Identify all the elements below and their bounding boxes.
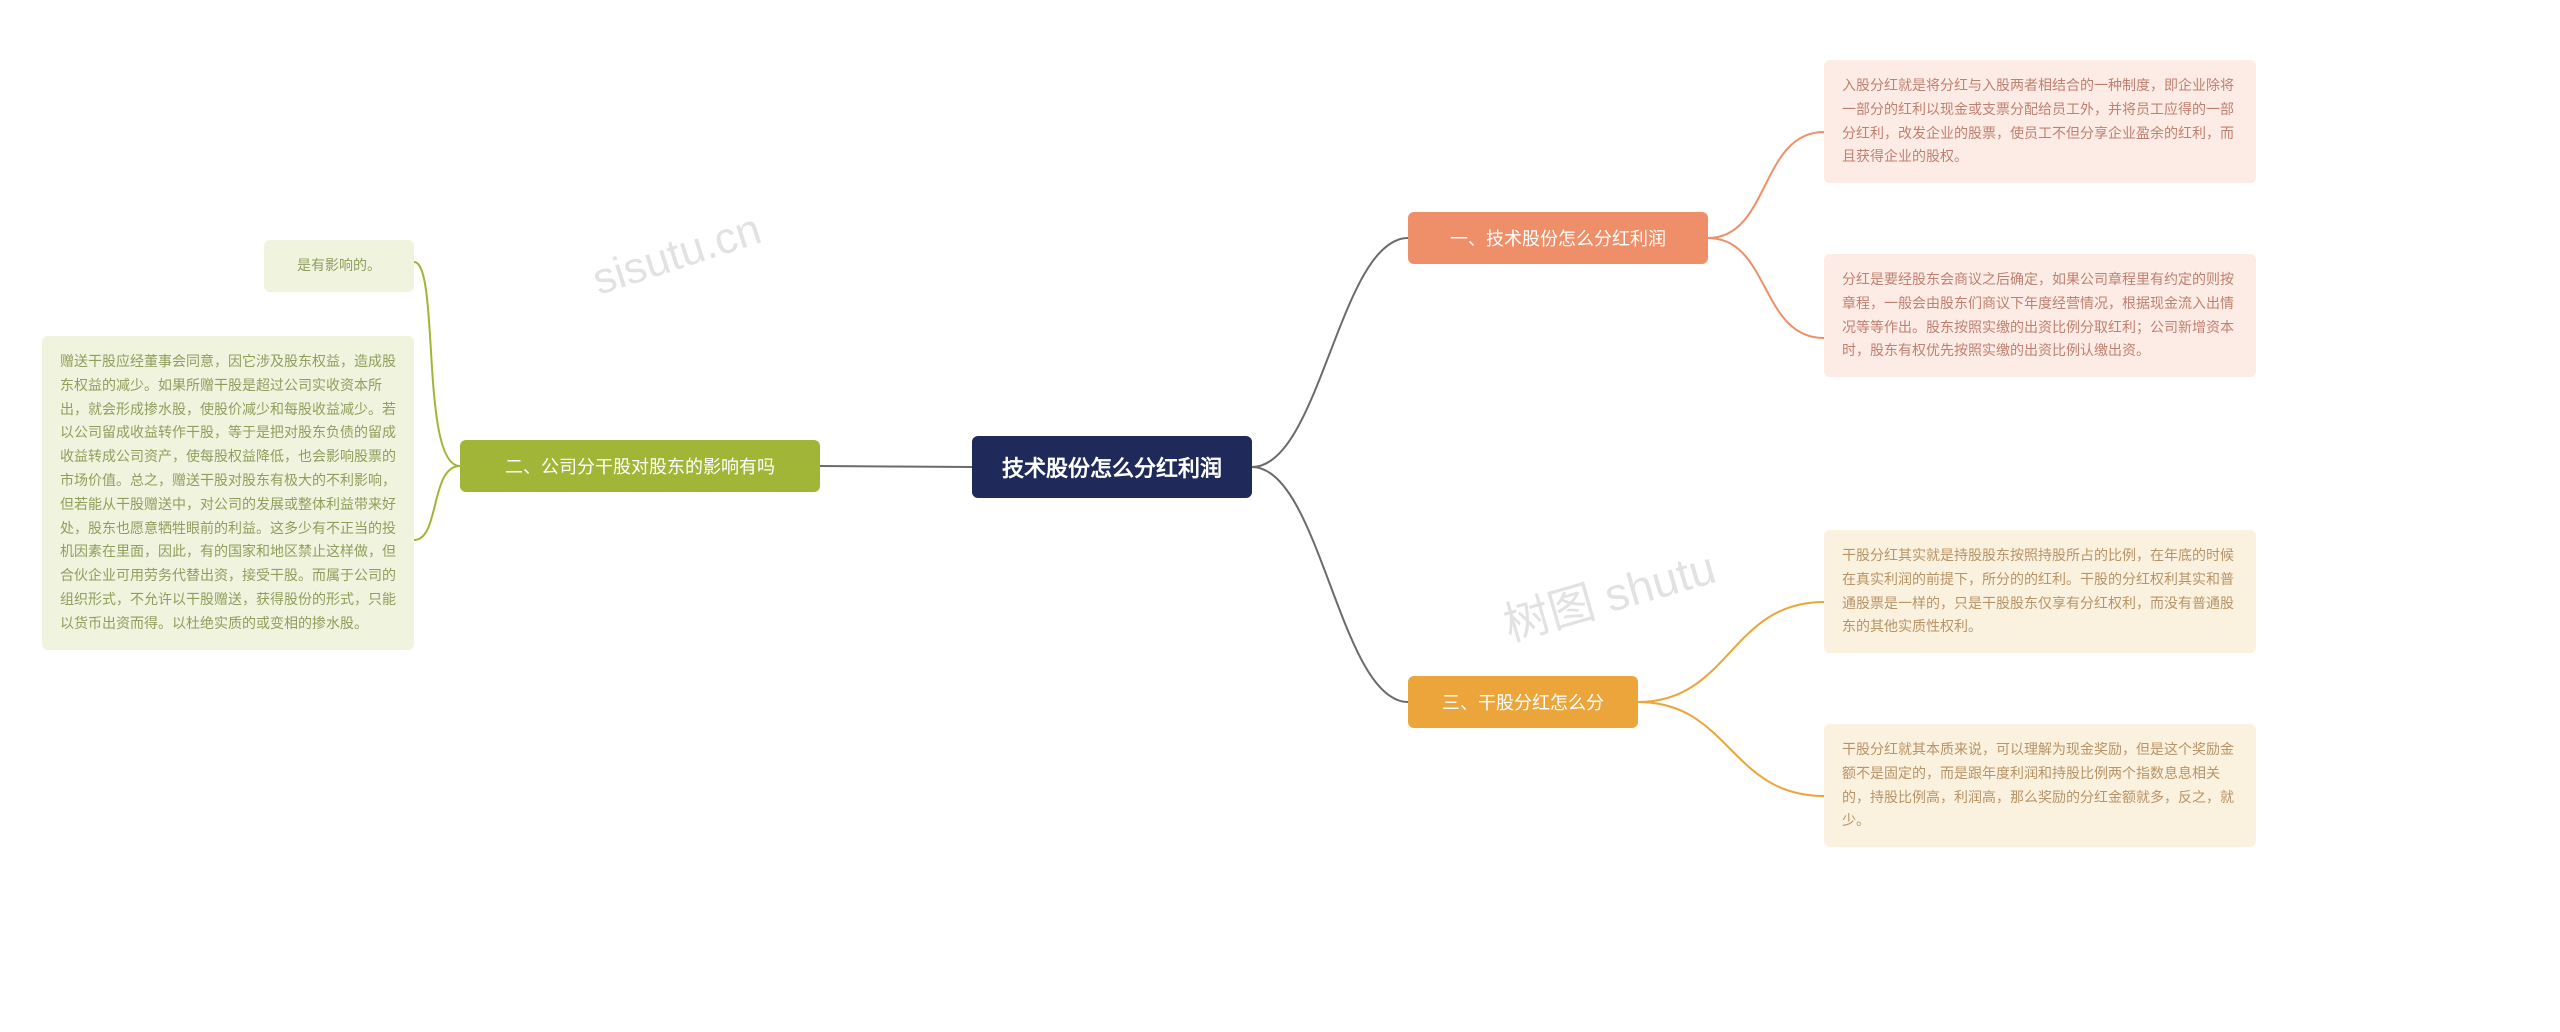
watermark-2: 树图 shutu xyxy=(1495,531,1722,654)
branch-1-leaf-1[interactable]: 入股分红就是将分红与入股两者相结合的一种制度，即企业除将一部分的红利以现金或支票… xyxy=(1824,60,2256,183)
branch-2[interactable]: 二、公司分干股对股东的影响有吗 xyxy=(460,440,820,492)
branch-2-leaf-2[interactable]: 赠送干股应经董事会同意，因它涉及股东权益，造成股东权益的减少。如果所赠干股是超过… xyxy=(42,336,414,650)
branch-3-leaf-2[interactable]: 干股分红就其本质来说，可以理解为现金奖励，但是这个奖励金额不是固定的，而是跟年度… xyxy=(1824,724,2256,847)
watermark-1: sisutu.cn xyxy=(587,204,768,305)
branch-1[interactable]: 一、技术股份怎么分红利润 xyxy=(1408,212,1708,264)
mindmap-root[interactable]: 技术股份怎么分红利润 xyxy=(972,436,1252,498)
branch-3[interactable]: 三、干股分红怎么分 xyxy=(1408,676,1638,728)
branch-3-leaf-1[interactable]: 干股分红其实就是持股股东按照持股所占的比例，在年底的时候在真实利润的前提下，所分… xyxy=(1824,530,2256,653)
branch-2-leaf-1[interactable]: 是有影响的。 xyxy=(264,240,414,292)
branch-1-leaf-2[interactable]: 分红是要经股东会商议之后确定，如果公司章程里有约定的则按章程，一般会由股东们商议… xyxy=(1824,254,2256,377)
